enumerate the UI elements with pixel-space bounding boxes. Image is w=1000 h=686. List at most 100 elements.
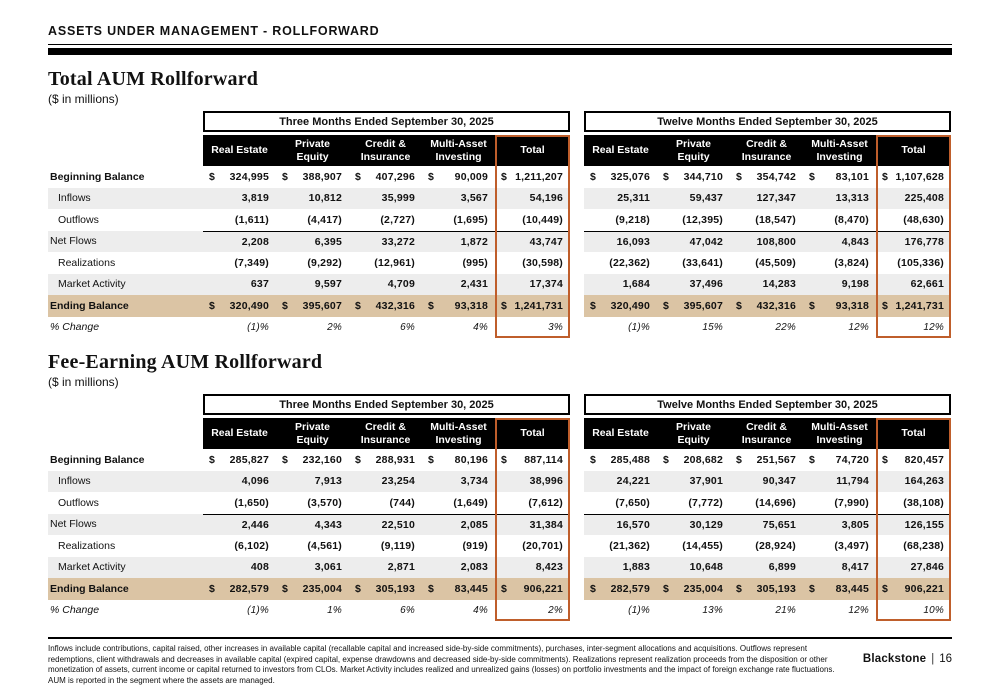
value-cell: 6,899 bbox=[730, 557, 803, 579]
value: 2,208 bbox=[241, 235, 269, 248]
value-cell: (12,395) bbox=[657, 209, 730, 231]
labels-spacer bbox=[48, 111, 203, 166]
value: 33,272 bbox=[381, 235, 415, 248]
units-label: ($ in millions) bbox=[48, 375, 119, 389]
dollar-sign: $ bbox=[663, 453, 670, 466]
value: 83,101 bbox=[835, 170, 869, 183]
dollar-sign: $ bbox=[282, 582, 289, 595]
section-fee-earning-aum-rollforward: Fee-Earning AUM Rollforward ($ in million… bbox=[48, 351, 952, 621]
value: 305,193 bbox=[375, 582, 415, 595]
column-header: Total bbox=[520, 427, 545, 440]
value-cell: 8,423 bbox=[495, 557, 570, 579]
period-header: Three Months Ended September 30, 2025 bbox=[203, 394, 570, 415]
column-header: Real Estate bbox=[592, 427, 649, 440]
value-cell: (1,611) bbox=[203, 209, 276, 231]
value-cell: 47,042 bbox=[657, 232, 730, 253]
value: 6% bbox=[400, 321, 415, 333]
dollar-sign: $ bbox=[663, 582, 670, 595]
value-cell: (9,218) bbox=[584, 209, 657, 231]
row-label-row: Outflows bbox=[48, 492, 203, 514]
row-labels-column: Beginning Balance Inflows Outflows Net Flow… bbox=[48, 111, 203, 338]
value: 395,607 bbox=[683, 299, 723, 312]
value: 25,311 bbox=[617, 192, 650, 205]
dollar-sign: $ bbox=[590, 170, 597, 183]
value: (14,696) bbox=[755, 496, 796, 509]
value: 3,805 bbox=[841, 518, 869, 531]
tables-row: Beginning Balance Inflows Outflows Net Flow… bbox=[48, 111, 952, 338]
row-labels-column: Beginning Balance Inflows Outflows Net Flow… bbox=[48, 394, 203, 621]
value-cell: $325,076 bbox=[584, 166, 657, 188]
value-cell: $432,316 bbox=[349, 295, 422, 317]
table-row: $324,995 $388,907 $407,296 $90,009 $1,211,20… bbox=[203, 166, 570, 188]
value: (1)% bbox=[247, 321, 269, 333]
value: (1,649) bbox=[453, 496, 488, 509]
table-row: (1,650) (3,570) (744) (1,649) (7,612) bbox=[203, 492, 570, 514]
value: 3,567 bbox=[460, 192, 488, 205]
dollar-sign: $ bbox=[663, 299, 670, 312]
period-header: Twelve Months Ended September 30, 2025 bbox=[584, 111, 951, 132]
dollar-sign: $ bbox=[809, 582, 816, 595]
value-cell: 8,417 bbox=[803, 557, 876, 579]
value-cell: $1,107,628 bbox=[876, 166, 951, 188]
row-label-row: Inflows bbox=[48, 470, 203, 492]
value-cell: $235,004 bbox=[657, 578, 730, 600]
value: (10,449) bbox=[522, 213, 563, 226]
value: 10% bbox=[923, 604, 944, 616]
brand-wordmark: Blackstone bbox=[862, 653, 927, 665]
value: 282,579 bbox=[610, 582, 650, 595]
value: 176,778 bbox=[904, 235, 944, 248]
value: (68,238) bbox=[903, 539, 944, 552]
row-label-row: Net Flows bbox=[48, 230, 203, 252]
row-label: Ending Balance bbox=[50, 582, 129, 595]
period-table: Three Months Ended September 30, 2025 Rea… bbox=[203, 394, 570, 621]
row-label-row: Beginning Balance bbox=[48, 166, 203, 188]
row-label-row: Ending Balance bbox=[48, 578, 203, 600]
row-label: Ending Balance bbox=[50, 299, 129, 312]
value-cell: 176,778 bbox=[876, 232, 951, 253]
value: (48,630) bbox=[903, 213, 944, 226]
row-label: Realizations bbox=[58, 539, 116, 552]
value: (1)% bbox=[628, 321, 650, 333]
row-label-row: % Change bbox=[48, 317, 203, 339]
value-cell: 11,794 bbox=[803, 471, 876, 493]
dollar-sign: $ bbox=[282, 453, 289, 466]
column-header: Private Equity bbox=[294, 420, 331, 446]
dollar-sign: $ bbox=[736, 453, 743, 466]
value-cell: (1)% bbox=[584, 317, 657, 339]
value: 1% bbox=[327, 604, 342, 616]
value-cell: (8,470) bbox=[803, 209, 876, 231]
row-label: Market Activity bbox=[58, 278, 126, 291]
value-cell: $320,490 bbox=[584, 295, 657, 317]
row-label-row: Ending Balance bbox=[48, 295, 203, 317]
value-cell: 108,800 bbox=[730, 232, 803, 253]
value: 320,490 bbox=[610, 299, 650, 312]
value-cell: 27,846 bbox=[876, 557, 951, 579]
value-cell: 35,999 bbox=[349, 188, 422, 210]
dollar-sign: $ bbox=[736, 582, 743, 595]
value: (7,650) bbox=[615, 496, 650, 509]
value-cell: 3,061 bbox=[276, 557, 349, 579]
dollar-sign: $ bbox=[282, 170, 289, 183]
value: 38,996 bbox=[529, 475, 563, 488]
value-cell: $305,193 bbox=[349, 578, 422, 600]
value: 208,682 bbox=[683, 453, 723, 466]
value: 83,445 bbox=[835, 582, 869, 595]
value: (9,119) bbox=[380, 539, 415, 552]
dollar-sign: $ bbox=[209, 299, 216, 312]
dollar-sign: $ bbox=[209, 170, 216, 183]
table-row: 3,819 10,812 35,999 3,567 54,196 bbox=[203, 187, 570, 210]
period-table: Twelve Months Ended September 30, 2025 Re… bbox=[584, 111, 951, 338]
column-header: Credit & Insurance bbox=[360, 137, 411, 163]
value-cell: (7,349) bbox=[203, 252, 276, 274]
row-label: Beginning Balance bbox=[50, 453, 145, 466]
row-label: Beginning Balance bbox=[50, 170, 145, 183]
value: 324,995 bbox=[229, 170, 269, 183]
value: (7,990) bbox=[834, 496, 869, 509]
table-row: (7,650) (7,772) (14,696) (7,990) (38,108) bbox=[584, 492, 951, 514]
value-cell: 126,155 bbox=[876, 515, 951, 536]
dollar-sign: $ bbox=[882, 453, 889, 466]
value: 285,827 bbox=[229, 453, 269, 466]
value-cell: 13% bbox=[657, 600, 730, 622]
value-cell: $285,488 bbox=[584, 449, 657, 471]
value-cell: (9,292) bbox=[276, 252, 349, 274]
